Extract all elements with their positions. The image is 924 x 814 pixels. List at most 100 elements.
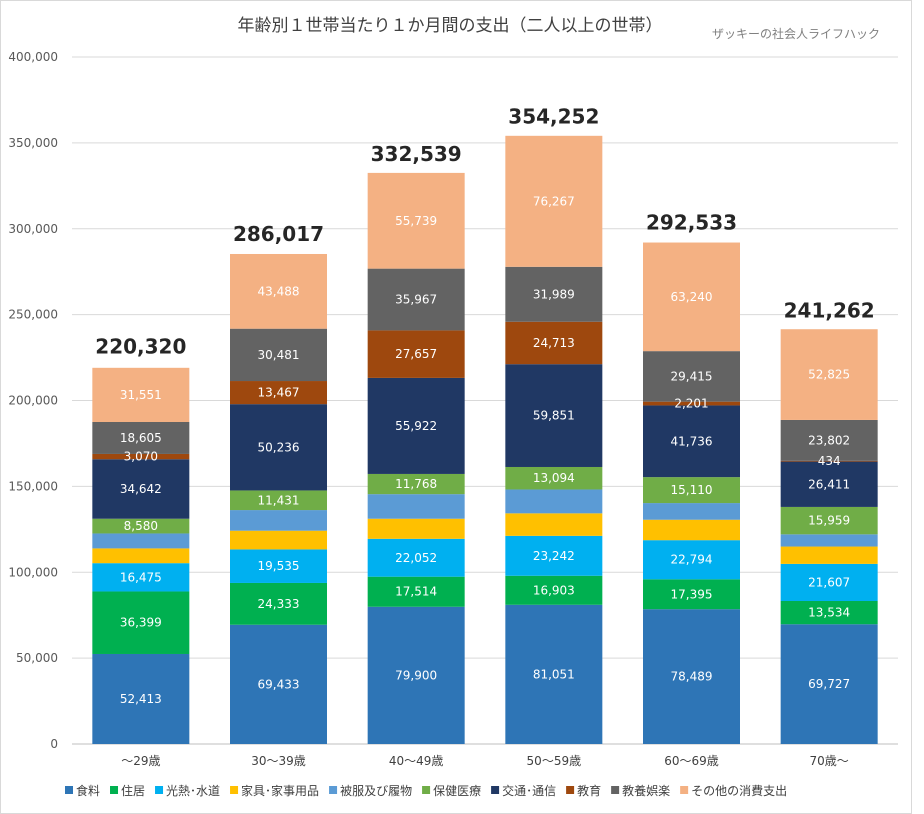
bar-segment bbox=[92, 548, 190, 564]
bar-segment bbox=[367, 576, 465, 607]
bar-segment bbox=[367, 494, 465, 519]
bar-segment bbox=[230, 490, 327, 511]
data-label: 50,236 bbox=[258, 440, 300, 454]
legend-swatch bbox=[680, 786, 689, 794]
legend-label: 光熱･水道 bbox=[166, 784, 220, 798]
bar-segment bbox=[780, 461, 878, 507]
data-label: 16,903 bbox=[533, 583, 575, 597]
data-label: 69,727 bbox=[808, 677, 850, 691]
data-label: 26,411 bbox=[808, 477, 850, 491]
data-label: 55,922 bbox=[395, 419, 437, 433]
bar-segment bbox=[367, 330, 465, 378]
legend-swatch bbox=[110, 786, 119, 794]
bar-segment bbox=[643, 405, 740, 478]
data-label: 36,399 bbox=[120, 616, 162, 630]
bar-segment bbox=[643, 351, 740, 402]
bar-segment bbox=[230, 381, 327, 405]
data-label: 23,242 bbox=[533, 549, 575, 563]
data-label: 17,395 bbox=[671, 587, 713, 601]
data-label: 59,851 bbox=[533, 409, 575, 423]
legend-label: 保健医療 bbox=[433, 784, 481, 798]
total-label: 241,262 bbox=[784, 299, 875, 323]
total-label: 286,017 bbox=[233, 222, 324, 246]
bar-segment bbox=[230, 530, 327, 550]
total-labels: 220,320 286,017 332,539 354,252 292,533 241,2… bbox=[95, 105, 874, 359]
legend-label: 教養娯楽 bbox=[622, 783, 670, 798]
bar-segment bbox=[367, 268, 465, 331]
segment-labels: 52,413 36,399 16,475 8,580 34,642 3,070 18,605… bbox=[120, 194, 850, 706]
data-label: 24,333 bbox=[258, 597, 300, 611]
total-label: 292,533 bbox=[646, 211, 737, 235]
data-label: 15,110 bbox=[671, 483, 713, 497]
bar-segment bbox=[92, 367, 190, 422]
bar-segment bbox=[780, 546, 878, 564]
data-label: 81,051 bbox=[533, 667, 575, 681]
bar-segment bbox=[643, 609, 740, 744]
data-label: 13,094 bbox=[533, 471, 575, 485]
bar-segment bbox=[92, 421, 190, 454]
bar-segment bbox=[505, 466, 603, 490]
x-tick-label: 40～49歳 bbox=[389, 754, 444, 768]
x-tick-label: 70歳～ bbox=[810, 754, 849, 768]
legend-swatch bbox=[230, 786, 239, 794]
x-tick-label: 50～59歳 bbox=[527, 754, 582, 768]
x-tick-label: 30～39歳 bbox=[251, 754, 306, 768]
bar-segment bbox=[92, 653, 190, 744]
bar-segment bbox=[367, 518, 465, 539]
data-label: 15,959 bbox=[808, 514, 850, 528]
data-label: 18,605 bbox=[120, 431, 162, 445]
bar-segment bbox=[367, 606, 465, 744]
legend-swatch bbox=[611, 786, 620, 794]
y-tick-label: 350,000 bbox=[8, 136, 58, 150]
bar-segment bbox=[643, 579, 740, 610]
data-label: 69,433 bbox=[258, 677, 300, 691]
bars bbox=[92, 135, 878, 744]
data-label: 8,580 bbox=[124, 519, 158, 533]
legend-label: 住居 bbox=[121, 784, 145, 798]
data-label: 79,900 bbox=[395, 668, 437, 682]
y-tick-label: 100,000 bbox=[8, 565, 58, 579]
bar-segment bbox=[505, 364, 603, 467]
bar-segment bbox=[92, 591, 190, 654]
data-label: 16,475 bbox=[120, 570, 162, 584]
y-tick-label: 0 bbox=[50, 737, 58, 751]
legend-label: 教育 bbox=[577, 783, 601, 798]
data-label: 13,467 bbox=[258, 386, 300, 400]
data-label: 41,736 bbox=[671, 434, 713, 448]
data-label: 27,657 bbox=[395, 347, 437, 361]
data-label: 11,768 bbox=[395, 477, 437, 491]
x-tick-label: ～29歳 bbox=[121, 754, 160, 768]
data-label: 21,607 bbox=[808, 575, 850, 589]
bar-segment bbox=[780, 329, 878, 420]
legend-swatch bbox=[329, 786, 338, 794]
legend-swatch bbox=[422, 786, 431, 794]
bar-segment bbox=[92, 518, 190, 534]
bar-segment bbox=[505, 604, 603, 744]
data-label: 29,415 bbox=[671, 369, 713, 383]
bar-segment bbox=[92, 459, 190, 519]
bar-segment bbox=[780, 624, 878, 744]
bar-segment bbox=[367, 377, 465, 474]
data-label: 43,488 bbox=[258, 284, 300, 298]
data-label: 22,052 bbox=[395, 551, 437, 565]
legend-label: 家具･家事用品 bbox=[241, 783, 319, 798]
data-label: 55,739 bbox=[395, 214, 437, 228]
legend-swatch bbox=[65, 786, 73, 794]
bar-segment bbox=[643, 242, 740, 352]
y-tick-label: 400,000 bbox=[8, 50, 58, 64]
bar-segment bbox=[780, 419, 878, 461]
bar-segment bbox=[780, 506, 878, 535]
data-label: 23,802 bbox=[808, 433, 850, 447]
bar-segment bbox=[505, 321, 603, 365]
bar-segment bbox=[230, 582, 327, 625]
total-label: 332,539 bbox=[371, 142, 462, 166]
bar-segment bbox=[505, 513, 603, 536]
y-tick-label: 200,000 bbox=[8, 394, 58, 408]
data-label: 434 bbox=[818, 454, 841, 468]
bar-segment bbox=[505, 266, 603, 322]
data-label: 34,642 bbox=[120, 482, 162, 496]
bar-segment bbox=[780, 460, 878, 462]
bar-segment bbox=[643, 477, 740, 504]
bar-segment bbox=[780, 600, 878, 625]
